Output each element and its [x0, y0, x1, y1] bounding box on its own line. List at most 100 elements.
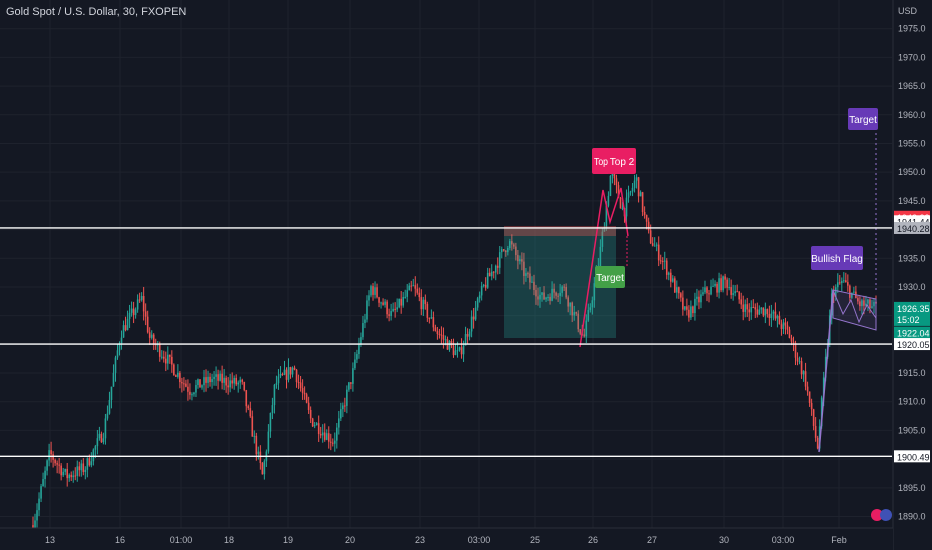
annotation-label[interactable]: Target — [595, 266, 625, 288]
candle-body — [535, 290, 537, 297]
candle-body — [575, 312, 578, 314]
candle-body — [195, 385, 197, 393]
candle-body — [380, 302, 382, 304]
candle-body — [352, 368, 354, 384]
candle-body — [696, 296, 698, 299]
candle-body — [247, 406, 250, 409]
candle-body — [629, 191, 632, 193]
candle-body — [798, 361, 801, 363]
y-tick-label: 1930.0 — [898, 282, 926, 292]
candle-body — [609, 175, 612, 196]
candle-body — [152, 334, 155, 344]
candle-body — [227, 385, 229, 388]
candle-body — [48, 450, 50, 461]
candle-body — [116, 350, 119, 358]
candle-body — [871, 306, 873, 308]
flag-us-icon[interactable] — [880, 509, 892, 521]
candle-body — [327, 433, 330, 442]
candle-body — [177, 372, 179, 377]
stop-loss-box[interactable] — [504, 226, 616, 236]
candle-body — [517, 255, 519, 262]
candle-body — [810, 402, 813, 410]
annotation-box[interactable] — [592, 148, 610, 174]
candle-body — [422, 299, 425, 310]
annotation-label[interactable]: Bullish Flag — [811, 246, 863, 270]
candle-body — [694, 298, 696, 314]
candle-body — [400, 298, 402, 306]
candle-body — [255, 435, 258, 455]
candle-body — [647, 221, 650, 231]
candle-body — [229, 380, 231, 388]
double-top-pattern[interactable] — [579, 187, 629, 348]
candle-body — [315, 423, 318, 426]
candle-body — [484, 284, 487, 288]
candle-body — [303, 392, 306, 395]
x-tick-label: 16 — [115, 535, 125, 545]
candle-body — [490, 271, 493, 277]
candle-body — [54, 459, 56, 464]
annotation-label[interactable]: Top 2 — [608, 148, 636, 174]
candle-body — [313, 425, 316, 427]
candle-body — [420, 297, 423, 310]
annotation-box[interactable] — [595, 266, 625, 288]
price-label-bg — [894, 338, 930, 351]
candle-body — [456, 350, 459, 352]
candle-body — [215, 374, 217, 377]
candle-body — [156, 344, 159, 346]
candle-body — [832, 293, 835, 297]
candle-body — [384, 301, 386, 305]
flag-pole-line[interactable] — [818, 289, 834, 453]
candle-body — [203, 377, 205, 386]
candle-body — [498, 252, 501, 268]
candle-body — [639, 192, 642, 197]
candle-body — [360, 337, 362, 345]
candle-body — [173, 364, 175, 376]
candle-body — [356, 354, 358, 360]
candle-body — [442, 335, 445, 340]
candle-body — [529, 273, 531, 283]
candle-body — [46, 460, 48, 471]
x-tick-label: 27 — [647, 535, 657, 545]
candle-body — [94, 446, 97, 450]
price-label-bg — [894, 450, 930, 463]
annotation-box[interactable] — [608, 148, 636, 174]
candle-body — [293, 367, 296, 370]
candle-body — [549, 296, 551, 301]
candle-body — [58, 464, 60, 466]
candle-body — [60, 465, 62, 476]
candle-body — [808, 391, 811, 403]
x-tick-label: 30 — [719, 535, 729, 545]
annotation-box[interactable] — [848, 108, 878, 130]
annotation-label[interactable]: Top — [592, 148, 610, 174]
candle-body — [794, 342, 797, 358]
price-label-bg — [894, 301, 930, 326]
candle-body — [585, 320, 588, 337]
candle-body — [382, 302, 384, 305]
candle-body — [684, 306, 686, 310]
annotation-text: Top — [594, 157, 608, 168]
candle-body — [36, 510, 38, 521]
annotation-box[interactable] — [811, 246, 863, 270]
y-tick-label: 1960.0 — [898, 110, 926, 120]
candle-body — [144, 311, 147, 317]
candle-body — [112, 372, 115, 387]
candle-body — [802, 371, 805, 375]
candle-body — [492, 271, 495, 273]
candle-body — [605, 205, 608, 228]
candle-body — [760, 307, 763, 310]
candle-body — [615, 178, 618, 186]
candle-body — [621, 208, 624, 210]
candle-body — [114, 357, 117, 373]
candle-body — [460, 347, 463, 355]
candle-body — [573, 312, 576, 316]
lightning-icon[interactable] — [871, 509, 883, 521]
candle-body — [637, 177, 640, 197]
candle-body — [509, 241, 511, 249]
candle-body — [720, 278, 722, 291]
candle-body — [164, 358, 167, 364]
candle-body — [756, 309, 759, 315]
annotation-label[interactable]: Target — [848, 108, 878, 130]
